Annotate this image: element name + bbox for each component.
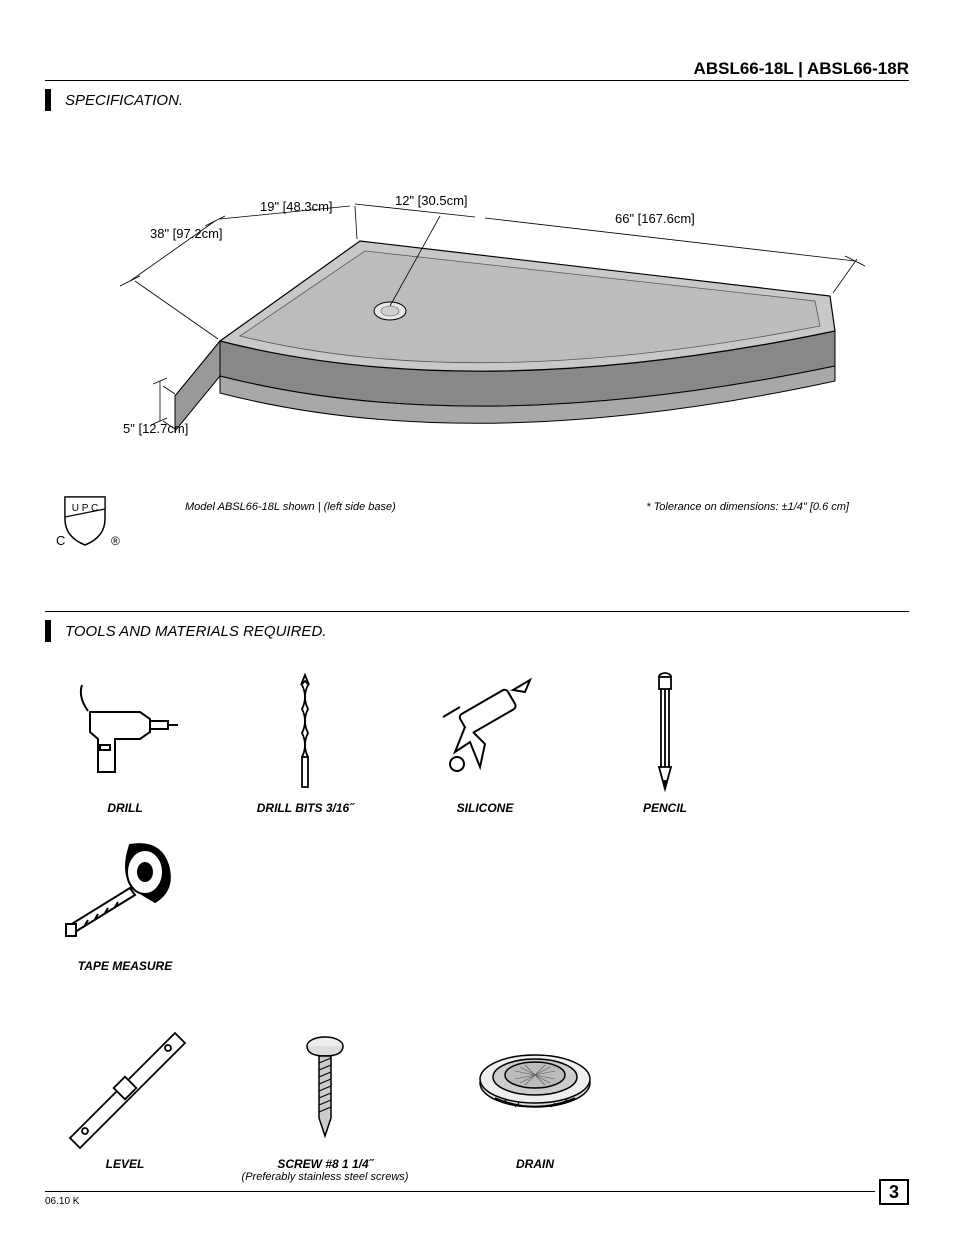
tool-label: SCREW #8 1 1/4˝ <box>225 1157 425 1171</box>
drillbit-icon <box>285 667 325 797</box>
page-number: 3 <box>879 1179 909 1205</box>
upc-badge: U P C C ® <box>45 491 125 556</box>
tool-label: PENCIL <box>585 801 745 815</box>
spec-diagram: 38" [97.2cm] 19" [48.3cm] 12" [30.5cm] 6… <box>45 141 909 481</box>
divider <box>45 611 909 612</box>
tool-drillbits: DRILL BITS 3/16˝ <box>225 667 385 815</box>
dim-19: 19" [48.3cm] <box>260 199 333 214</box>
section-bar-icon <box>45 620 51 642</box>
svg-text:C: C <box>56 533 65 548</box>
note-tolerance: * Tolerance on dimensions: ±1/4" [0.6 cm… <box>646 501 849 513</box>
model-number: ABSL66-18L | ABSL66-18R <box>684 59 909 79</box>
tool-tape: TAPE MEASURE <box>45 825 205 973</box>
drain-icon <box>465 1043 605 1133</box>
note-model-shown: Model ABSL66-18L shown | (left side base… <box>185 501 396 513</box>
drill-icon <box>70 677 180 787</box>
tool-label: SILICONE <box>405 801 565 815</box>
dim-38: 38" [97.2cm] <box>150 226 223 241</box>
tool-label: TAPE MEASURE <box>45 959 205 973</box>
tool-label: DRAIN <box>445 1157 625 1171</box>
tool-silicone: SILICONE <box>405 667 565 815</box>
footer-code: 06.10 K <box>45 1191 875 1207</box>
dim-5: 5" [12.7cm] <box>123 421 188 436</box>
svg-text:®: ® <box>111 534 120 548</box>
level-icon <box>55 1018 195 1158</box>
header-rule: ABSL66-18L | ABSL66-18R <box>45 80 909 81</box>
tools-row-2: LEVEL <box>45 1023 909 1183</box>
tool-label: LEVEL <box>45 1157 205 1171</box>
silicone-icon <box>425 672 545 792</box>
section-bar-icon <box>45 89 51 111</box>
tool-sublabel: (Preferably stainless steel screws) <box>225 1171 425 1183</box>
tool-drain: DRAIN <box>445 1023 625 1183</box>
screw-icon <box>295 1028 355 1148</box>
tool-level: LEVEL <box>45 1023 205 1183</box>
tools-row-1: DRILL DRILL BITS 3/16˝ <box>45 667 909 973</box>
section-title-tools: TOOLS AND MATERIALS REQUIRED. <box>65 623 326 640</box>
tool-drill: DRILL <box>45 667 205 815</box>
tool-pencil: PENCIL <box>585 667 745 815</box>
pencil-icon <box>650 667 680 797</box>
dim-66: 66" [167.6cm] <box>615 211 695 226</box>
section-title-spec: SPECIFICATION. <box>65 92 183 109</box>
tool-label: DRILL <box>45 801 205 815</box>
tool-label: DRILL BITS 3/16˝ <box>225 801 385 815</box>
tool-screw: SCREW #8 1 1/4˝ (Preferably stainless st… <box>225 1023 425 1183</box>
dim-12: 12" [30.5cm] <box>395 193 468 208</box>
tape-measure-icon <box>60 830 190 950</box>
svg-text:U P C: U P C <box>72 503 99 514</box>
